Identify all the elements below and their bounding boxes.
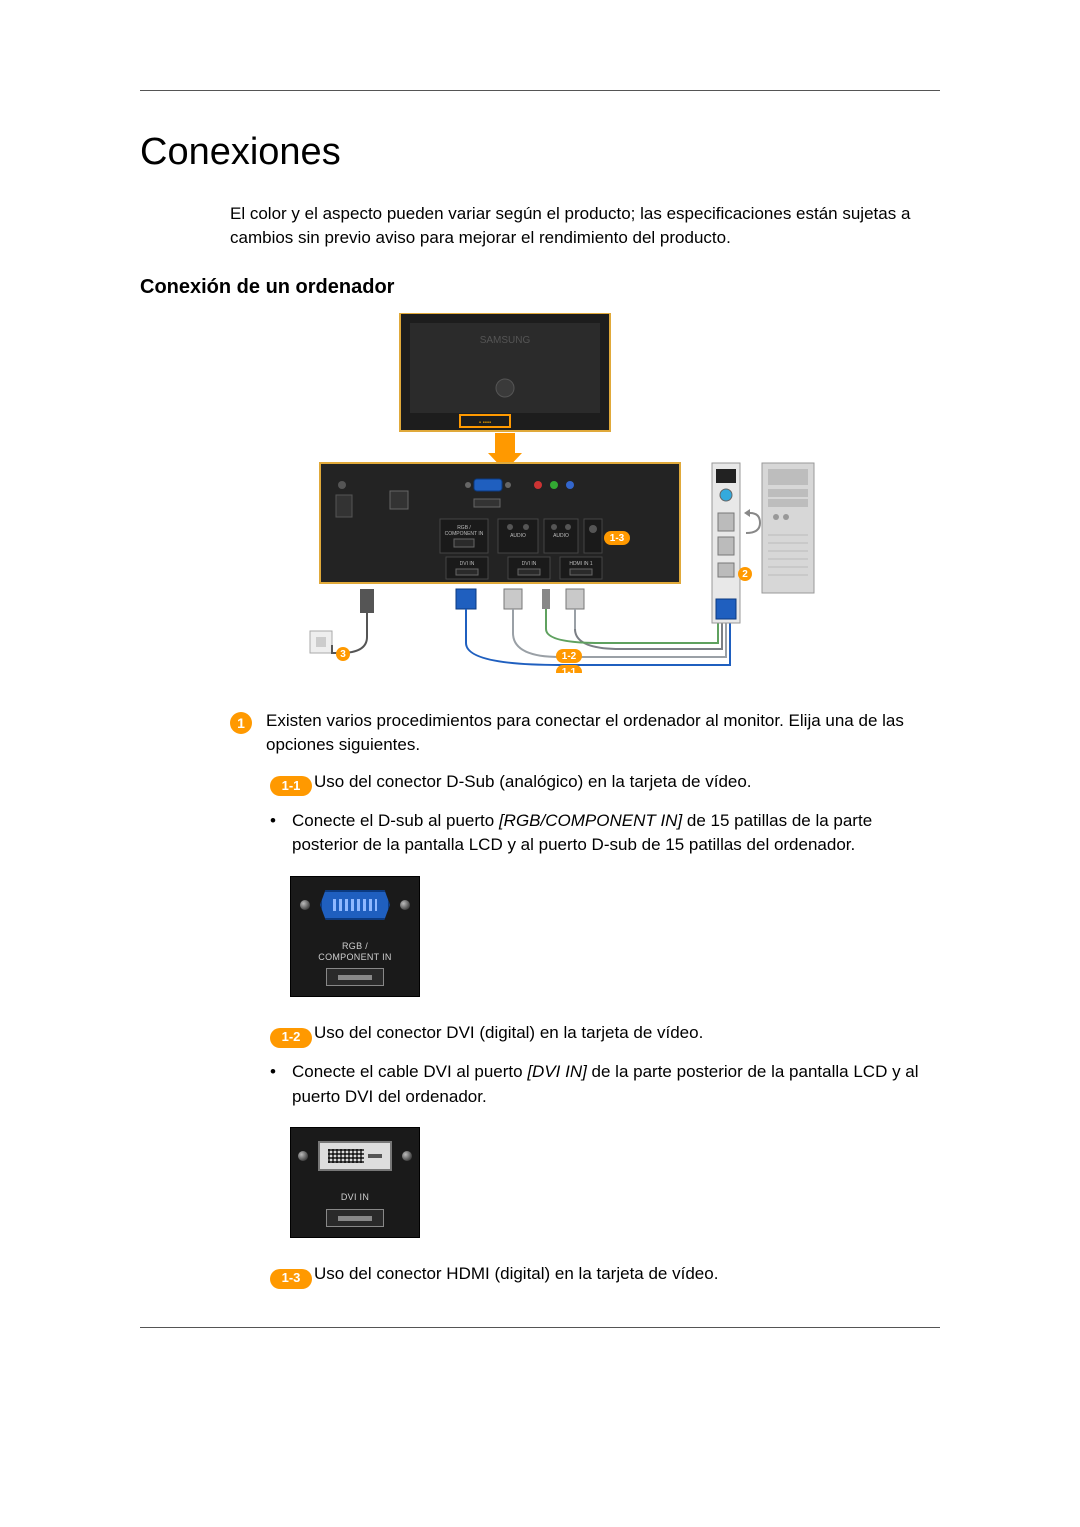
step-1-text: Existen varios procedimientos para conec… xyxy=(266,709,940,758)
svg-text:1-2: 1-2 xyxy=(562,651,577,662)
svg-text:COMPONENT IN: COMPONENT IN xyxy=(445,531,484,537)
step-1-1: 1-1 Uso del conector D-Sub (analógico) e… xyxy=(270,770,940,795)
section-heading: Conexión de un ordenador xyxy=(140,276,940,299)
step-1-2-bullet: Conecte el cable DVI al puerto [DVI IN] … xyxy=(270,1060,940,1109)
rgb-port-label: RGB / COMPONENT IN xyxy=(297,941,413,963)
port-name-rgb: [RGB/COMPONENT IN] xyxy=(499,811,682,830)
step-1-1-bullets: Conecte el D-sub al puerto [RGB/COMPONEN… xyxy=(270,809,940,858)
screw-icon xyxy=(300,900,310,910)
badge-1-2-icon: 1-2 xyxy=(270,1028,312,1048)
page-title: Conexiones xyxy=(140,131,940,174)
step-1-3: 1-3 Uso del conector HDMI (digital) en l… xyxy=(270,1262,940,1287)
step-1-1-bullet: Conecte el D-sub al puerto [RGB/COMPONEN… xyxy=(270,809,940,858)
screw-icon xyxy=(402,1151,412,1161)
badge-1-1-icon: 1-1 xyxy=(270,776,312,796)
svg-text:3: 3 xyxy=(340,649,346,660)
connection-diagram: SAMSUNG ▪ ▪▪▪▪ RGB / COMPONENT IN xyxy=(260,313,820,673)
step-1: 1 Existen varios procedimientos para con… xyxy=(230,709,940,758)
step-1-1-text: Uso del conector D-Sub (analógico) en la… xyxy=(314,770,752,795)
dvi-port-label: DVI IN xyxy=(297,1192,413,1203)
svg-text:AUDIO: AUDIO xyxy=(510,533,526,539)
badge-1-icon: 1 xyxy=(230,712,252,734)
text-fragment: Conecte el cable DVI al puerto xyxy=(292,1062,527,1081)
port-slot-icon xyxy=(326,1209,384,1227)
port-slot-icon xyxy=(326,968,384,986)
screw-icon xyxy=(400,900,410,910)
badge-1-3-icon: 1-3 xyxy=(270,1269,312,1289)
svg-text:AUDIO: AUDIO xyxy=(553,533,569,539)
step-1-2: 1-2 Uso del conector DVI (digital) en la… xyxy=(270,1021,940,1046)
vga-connector-icon xyxy=(320,890,390,920)
monitor-brand-text: SAMSUNG xyxy=(480,335,531,346)
page: Conexiones El color y el aspecto pueden … xyxy=(0,0,1080,1527)
svg-text:1-1: 1-1 xyxy=(562,667,577,673)
svg-text:HDMI IN 1: HDMI IN 1 xyxy=(569,561,593,567)
svg-text:2: 2 xyxy=(742,569,748,580)
step-1-3-text: Uso del conector HDMI (digital) en la ta… xyxy=(314,1262,718,1287)
port-name-dvi: [DVI IN] xyxy=(527,1062,587,1081)
svg-text:DVI IN: DVI IN xyxy=(522,561,537,567)
bottom-rule xyxy=(140,1327,940,1328)
svg-text:DVI IN: DVI IN xyxy=(460,561,475,567)
top-rule xyxy=(140,90,940,91)
dvi-port-figure: DVI IN xyxy=(290,1127,940,1238)
svg-text:1-3: 1-3 xyxy=(610,533,625,544)
svg-text:▪ ▪▪▪▪: ▪ ▪▪▪▪ xyxy=(479,420,491,426)
rgb-port-figure: RGB / COMPONENT IN xyxy=(290,876,940,998)
step-1-2-bullets: Conecte el cable DVI al puerto [DVI IN] … xyxy=(270,1060,940,1109)
text-fragment: Conecte el D-sub al puerto xyxy=(292,811,499,830)
screw-icon xyxy=(298,1151,308,1161)
intro-paragraph: El color y el aspecto pueden variar segú… xyxy=(230,202,940,250)
step-1-2-text: Uso del conector DVI (digital) en la tar… xyxy=(314,1021,703,1046)
dvi-connector-icon xyxy=(318,1141,392,1171)
